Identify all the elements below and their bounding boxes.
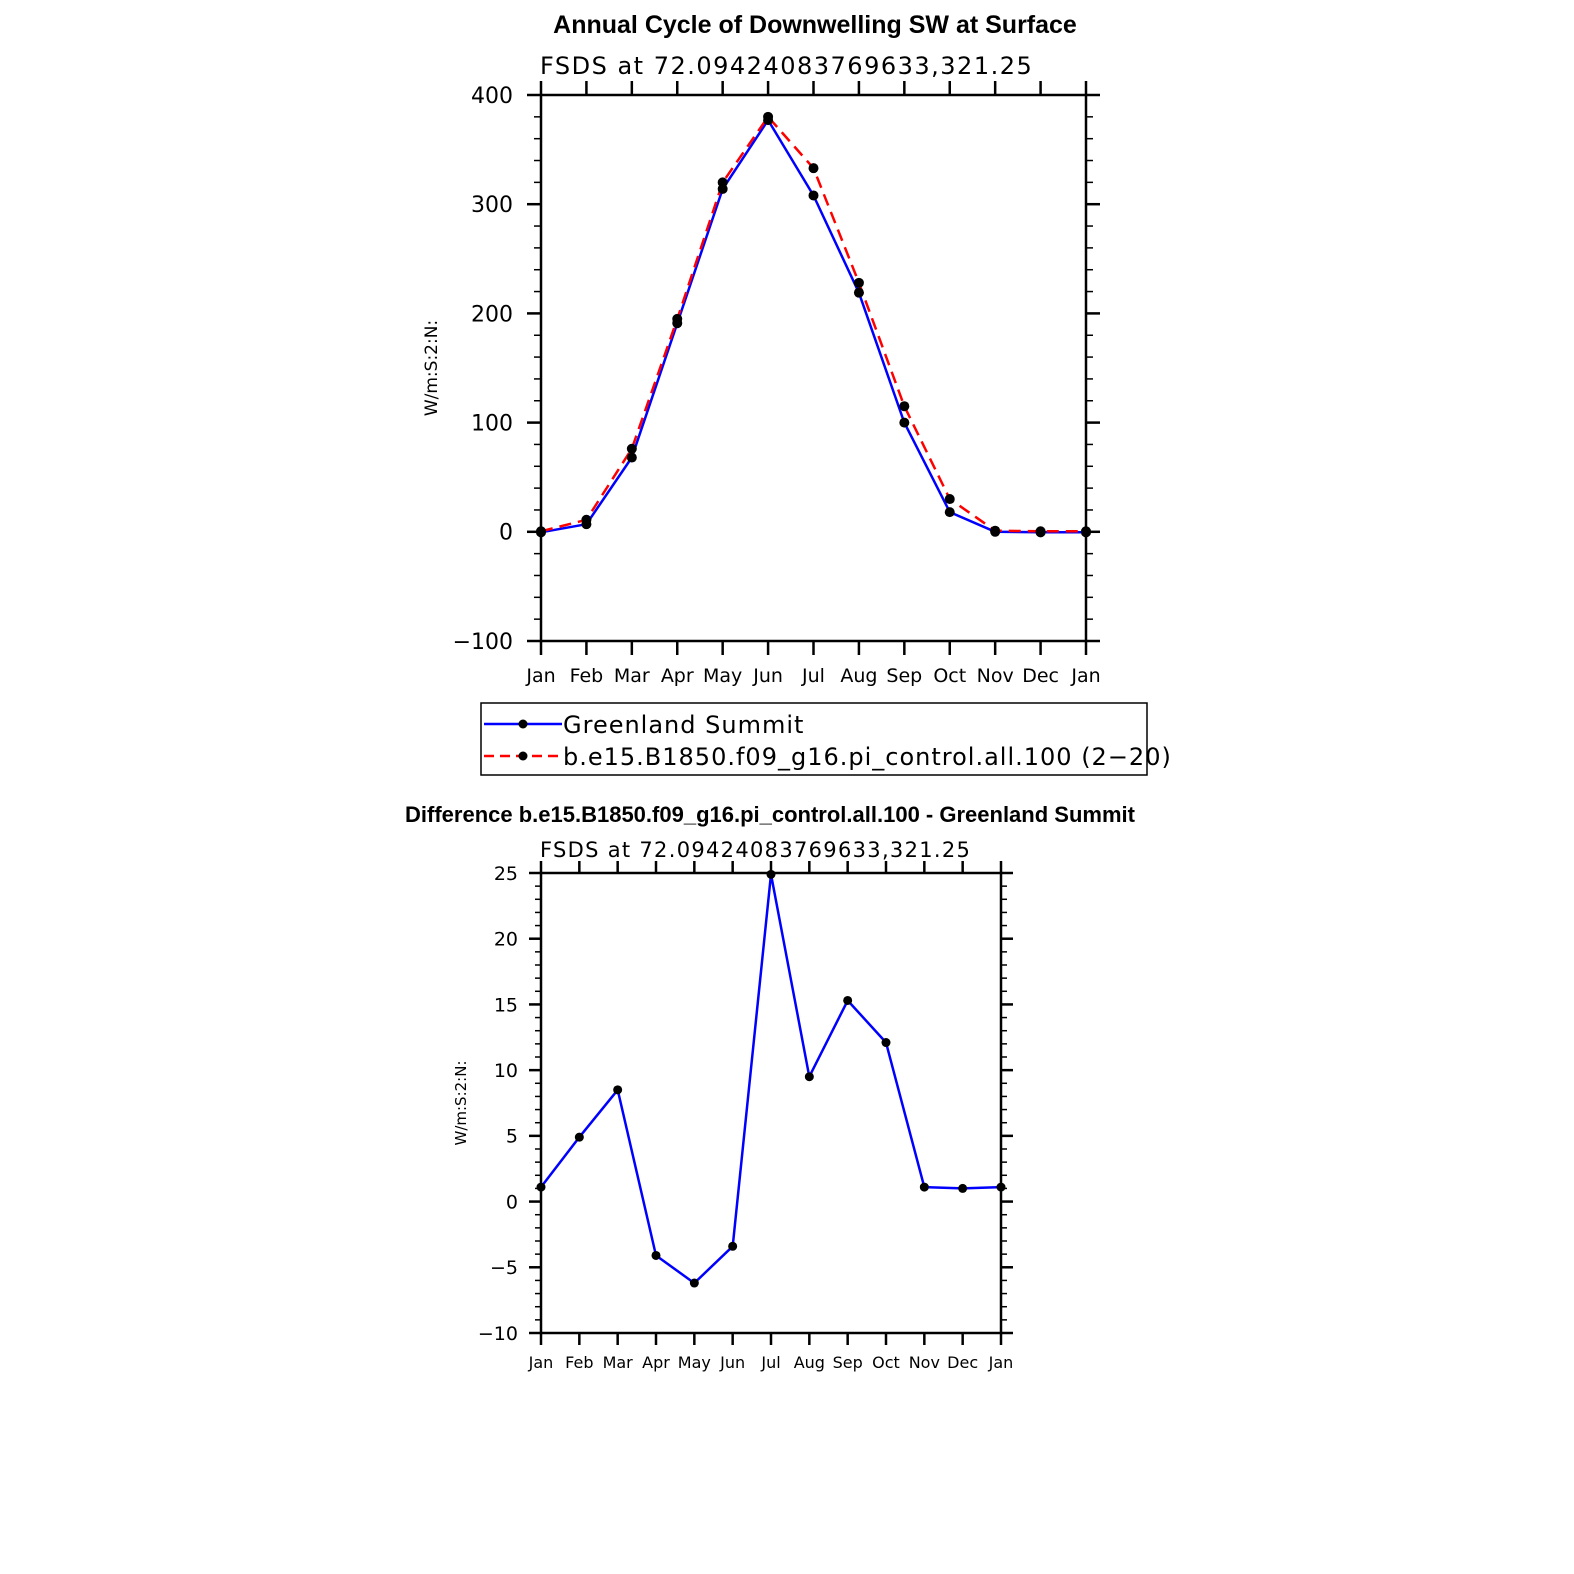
x-tick-label: Feb [565, 1353, 593, 1372]
chart2-y-tick-labels: −10 −5 0 5 10 15 20 25 [478, 863, 518, 1345]
series-0-point [766, 869, 776, 879]
x-tick-label: Dec [1022, 665, 1059, 687]
x-tick-label: Jan [525, 665, 555, 687]
chart1-title: Annual Cycle of Downwelling SW at Surfac… [553, 11, 1077, 39]
x-tick-label: Mar [614, 665, 650, 687]
x-tick-label: Dec [947, 1353, 978, 1372]
x-tick-label: Aug [794, 1353, 825, 1372]
x-tick-label: Mar [603, 1353, 634, 1372]
legend-box [480, 702, 1148, 776]
legend-label-greenland-summit: Greenland Summit [563, 711, 804, 739]
series-1-point [717, 177, 728, 188]
chart2-y-axis-label: W/m:S:2:N: [452, 1061, 470, 1146]
series-1-point [944, 494, 955, 505]
x-tick-label: Jul [760, 1353, 780, 1372]
series-1-point [763, 111, 774, 122]
y-tick-label: −5 [490, 1257, 518, 1279]
chart2-series [536, 869, 1006, 1288]
series-0-point [919, 1182, 929, 1192]
series-0-point [899, 417, 910, 428]
chart1-series [536, 111, 1091, 538]
y-tick-label: 300 [471, 193, 513, 218]
y-tick-label: 10 [494, 1060, 518, 1082]
chart2-ticks [529, 861, 1013, 1345]
x-tick-label: Jul [801, 665, 825, 687]
x-tick-label: May [678, 1353, 711, 1372]
series-1-point [581, 514, 592, 525]
y-tick-label: 20 [494, 929, 518, 951]
legend-marker-greenland-summit [518, 719, 528, 729]
chart1-legend: Greenland Summit b.e15.B1850.f09_g16.pi_… [480, 702, 1172, 776]
y-tick-label: 0 [506, 1191, 518, 1213]
series-0-point [574, 1132, 584, 1142]
chart1-y-tick-labels: −100 0 100 200 300 400 [453, 84, 513, 655]
x-tick-label: Feb [570, 665, 604, 687]
x-tick-label: Apr [661, 665, 694, 687]
series-0-point [613, 1085, 623, 1095]
y-tick-label: 200 [471, 302, 513, 327]
x-tick-label: Nov [909, 1353, 940, 1372]
series-1-point [853, 277, 864, 288]
series-1-point [1035, 526, 1046, 537]
x-tick-label: Jan [528, 1353, 554, 1372]
series-0-point [808, 190, 819, 201]
series-0-point [689, 1278, 699, 1288]
series-0-point [944, 507, 955, 518]
chart2-plot-frame [539, 871, 1003, 1335]
x-tick-label: Aug [840, 665, 877, 687]
series-0-point [728, 1241, 738, 1251]
series-line-0 [540, 873, 1002, 1285]
x-tick-label: Sep [886, 665, 922, 687]
x-tick-label: Jan [988, 1353, 1014, 1372]
x-tick-label: Apr [642, 1353, 670, 1372]
y-tick-label: 0 [499, 521, 513, 546]
x-tick-label: Sep [833, 1353, 863, 1372]
chart1-x-tick-labels: Jan Feb Mar Apr May Jun Jul Aug Sep Oct Nov Dec Jan [525, 665, 1100, 687]
legend-marker-model [518, 751, 528, 761]
x-tick-label: May [703, 665, 742, 687]
x-tick-label: Jun [752, 665, 783, 687]
y-tick-label: −10 [478, 1323, 518, 1345]
chart1-plot-frame [539, 93, 1088, 643]
series-0-point [853, 287, 864, 298]
series-1-point [672, 313, 683, 324]
y-tick-label: 100 [471, 412, 513, 437]
annual-cycle-chart: Annual Cycle of Downwelling SW at Surfac… [422, 11, 1172, 776]
y-tick-label: 5 [506, 1126, 518, 1148]
series-0-point [626, 452, 637, 463]
series-0-point [843, 995, 853, 1005]
series-1-point [808, 163, 819, 174]
series-0-point [651, 1250, 661, 1260]
chart1-y-axis-label: W/m:S:2:N: [422, 320, 442, 416]
series-0-point [804, 1072, 814, 1082]
series-1-point [626, 443, 637, 454]
x-tick-label: Nov [977, 665, 1014, 687]
legend-label-model: b.e15.B1850.f09_g16.pi_control.all.100 (… [563, 743, 1172, 771]
x-tick-label: Oct [933, 665, 966, 687]
x-tick-label: Jan [1070, 665, 1100, 687]
y-tick-label: 25 [494, 863, 518, 885]
chart2-subtitle: FSDS at 72.09424083769633,321.25 [540, 838, 971, 862]
chart1-subtitle: FSDS at 72.09424083769633,321.25 [540, 52, 1033, 80]
series-line-0 [540, 118, 1086, 534]
series-0-point [958, 1183, 968, 1193]
series-0-point [881, 1038, 891, 1048]
difference-chart: Difference b.e15.B1850.f09_g16.pi_contro… [405, 802, 1136, 1372]
chart2-title: Difference b.e15.B1850.f09_g16.pi_contro… [405, 802, 1136, 827]
chart2-x-tick-labels: Jan Feb Mar Apr May Jun Jul Aug Sep Oct Nov Dec Jan [528, 1353, 1014, 1372]
x-tick-label: Jun [719, 1353, 745, 1372]
x-tick-label: Oct [872, 1353, 900, 1372]
y-tick-label: −100 [453, 630, 513, 655]
series-1-point [990, 525, 1001, 536]
series-1-point [899, 401, 910, 412]
y-tick-label: 15 [494, 994, 518, 1016]
y-tick-label: 400 [471, 84, 513, 109]
